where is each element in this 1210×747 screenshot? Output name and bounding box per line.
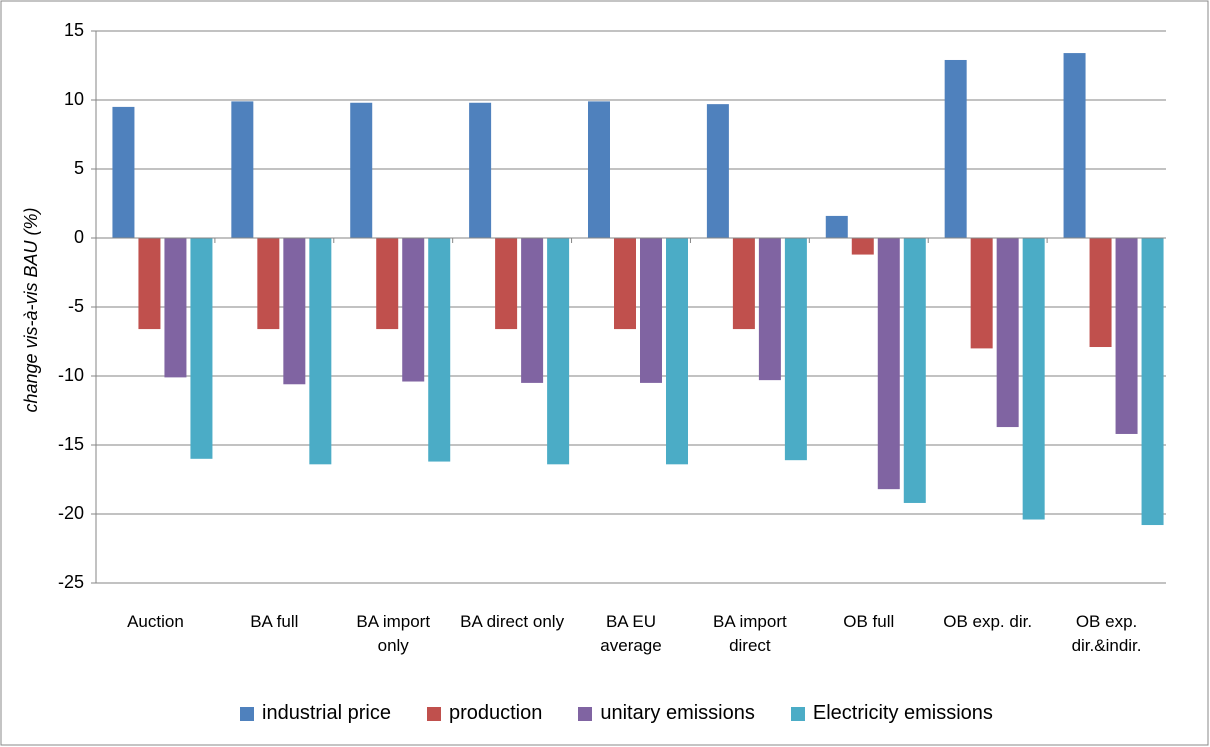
x-tick-label: OB full xyxy=(843,612,895,631)
bar xyxy=(706,104,729,238)
y-tick-label: -10 xyxy=(58,365,84,385)
x-tick-label: BA EU average xyxy=(600,612,662,655)
legend-swatch xyxy=(790,706,805,721)
legend-swatch xyxy=(578,706,593,721)
legend-swatch xyxy=(426,706,441,721)
bar xyxy=(970,238,993,349)
y-tick-label: 10 xyxy=(64,89,84,109)
x-tick-label: BA full xyxy=(250,612,299,631)
bar xyxy=(190,238,213,459)
bar xyxy=(1063,53,1086,238)
bar xyxy=(164,238,187,378)
y-tick-label: 5 xyxy=(74,158,84,178)
legend-label: unitary emissions xyxy=(600,702,755,724)
bar xyxy=(1022,238,1045,520)
bar xyxy=(521,238,544,383)
x-tick-label: BA direct only xyxy=(460,612,565,631)
bar xyxy=(231,101,254,238)
legend-item: production xyxy=(426,702,543,725)
bar xyxy=(428,238,451,462)
legend-item: unitary emissions xyxy=(578,702,755,725)
y-tick-label: 0 xyxy=(74,227,84,247)
bar xyxy=(903,238,926,503)
x-tick-label: OB exp. dir. xyxy=(943,612,1033,631)
bar xyxy=(257,238,280,330)
bar xyxy=(495,238,518,330)
bar xyxy=(758,238,781,381)
bar xyxy=(944,59,967,239)
bar xyxy=(469,102,492,238)
bar xyxy=(666,238,688,465)
bar xyxy=(851,238,874,255)
bar xyxy=(996,238,1019,428)
x-tick-label: OB exp. dir.&indir. xyxy=(1071,612,1142,655)
y-tick-label: -15 xyxy=(58,434,84,454)
x-tick-label: BA import only xyxy=(356,612,431,655)
y-tick-label: -20 xyxy=(58,503,84,523)
bar xyxy=(877,238,900,490)
legend-swatch xyxy=(240,706,254,721)
legend-item: Electricity emissions xyxy=(790,702,993,725)
bar xyxy=(112,106,135,239)
bar xyxy=(376,238,399,330)
bar xyxy=(614,238,636,330)
legend-item: industrial price xyxy=(240,702,391,725)
bar xyxy=(309,238,332,465)
y-tick-label: 15 xyxy=(64,20,84,40)
legend-label: production xyxy=(448,702,543,724)
bar xyxy=(640,238,662,383)
x-tick-label: BA import direct xyxy=(713,612,787,655)
bar xyxy=(732,238,755,330)
bar xyxy=(1141,238,1164,526)
bar xyxy=(1089,238,1112,348)
bar xyxy=(350,102,373,238)
legend-label: Electricity emissions xyxy=(812,702,993,724)
bar xyxy=(588,101,610,238)
y-axis-title: change vis-à-vis BAU (%) xyxy=(21,207,41,412)
bar xyxy=(138,238,161,330)
legend-label: industrial price xyxy=(262,702,391,724)
bar xyxy=(784,238,807,461)
bar xyxy=(825,215,848,238)
y-tick-label: -25 xyxy=(58,572,84,592)
bar xyxy=(283,238,306,385)
bar xyxy=(547,238,570,465)
bar xyxy=(402,238,425,382)
bar xyxy=(1115,238,1138,434)
legend: industrial price production unitary emissi… xyxy=(240,702,1029,725)
x-tick-label: Auction xyxy=(127,612,184,631)
y-tick-label: -5 xyxy=(68,296,84,316)
